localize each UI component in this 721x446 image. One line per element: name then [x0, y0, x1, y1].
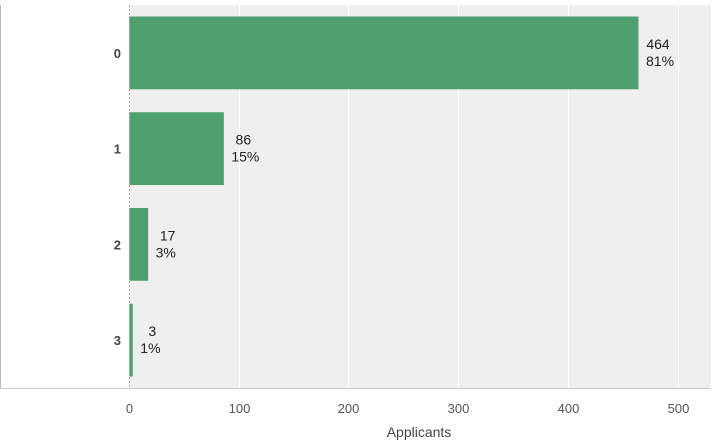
- data-label-count: 3: [148, 323, 156, 339]
- x-tick-label: 300: [448, 401, 470, 416]
- data-label-percent: 15%: [231, 149, 259, 165]
- bars: [129, 16, 639, 377]
- data-label-percent: 3%: [156, 244, 176, 260]
- bar: [129, 303, 133, 377]
- data-label-percent: 81%: [646, 53, 674, 69]
- data-label-count: 17: [160, 227, 176, 243]
- x-tick-labels: 0 100 200 300 400 500: [126, 401, 689, 416]
- x-tick-label: 400: [558, 401, 580, 416]
- category-labels: 0 1 2 3: [114, 46, 121, 348]
- data-label-count: 464: [646, 36, 670, 52]
- bar: [129, 112, 224, 186]
- x-tick-label: 0: [126, 401, 133, 416]
- bar: [129, 207, 149, 281]
- x-tick-label: 100: [229, 401, 251, 416]
- category-label: 0: [114, 46, 121, 61]
- x-axis-title: Applicants: [387, 424, 452, 440]
- category-label: 1: [114, 142, 121, 157]
- bar: [129, 16, 639, 90]
- data-label-percent: 1%: [140, 340, 160, 356]
- category-label: 3: [114, 333, 121, 348]
- x-tick-label: 200: [338, 401, 360, 416]
- data-label-count: 86: [236, 132, 252, 148]
- x-tick-label: 500: [668, 401, 690, 416]
- category-label: 2: [114, 237, 121, 252]
